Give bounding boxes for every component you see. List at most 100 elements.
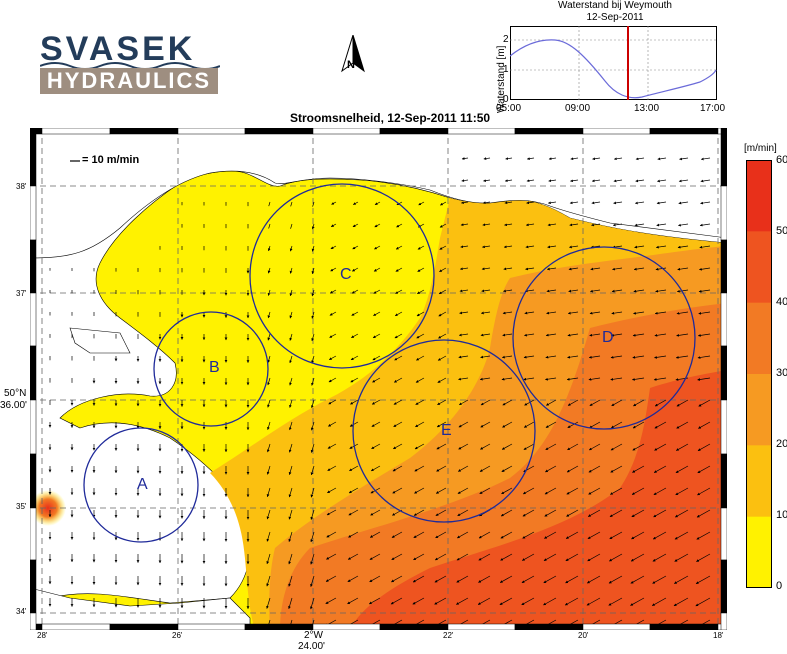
velocity-arrow	[500, 553, 513, 561]
velocity-arrow	[352, 223, 359, 228]
velocity-arrow	[311, 399, 315, 409]
velocity-arrow	[612, 267, 623, 271]
velocity-arrow	[634, 201, 645, 205]
frame-segment	[720, 399, 727, 455]
velocity-arrow	[417, 245, 425, 250]
velocity-arrow	[461, 201, 469, 205]
velocity-arrow	[652, 575, 667, 584]
velocity-arrow	[289, 311, 293, 319]
velocity-arrow	[501, 377, 513, 381]
velocity-arrow	[458, 377, 469, 381]
velocity-arrow	[675, 443, 689, 451]
velocity-arrow	[523, 377, 535, 381]
velocity-arrow	[544, 531, 557, 539]
frame-segment	[244, 128, 314, 135]
frame-segment	[41, 128, 111, 135]
velocity-arrow	[610, 487, 623, 495]
velocity-arrow	[676, 311, 689, 315]
velocity-arrow	[586, 597, 601, 606]
colorbar-label-50: 50	[776, 225, 787, 237]
velocity-arrow	[369, 575, 381, 583]
velocity-arrow	[565, 531, 579, 539]
velocity-arrow	[678, 201, 689, 205]
colorbar-band	[746, 302, 772, 375]
velocity-arrow	[330, 267, 337, 272]
velocity-arrow	[267, 333, 271, 341]
velocity-arrow	[499, 597, 513, 606]
lat-tick-34: 34'	[16, 607, 27, 616]
velocity-arrow	[567, 443, 579, 451]
velocity-arrow	[503, 245, 513, 249]
velocity-arrow	[524, 311, 535, 315]
velocity-arrow	[267, 377, 271, 386]
region-label-b: B	[209, 359, 220, 376]
frame-segment	[109, 623, 179, 630]
velocity-arrow	[631, 487, 645, 495]
velocity-arrow	[435, 487, 447, 494]
timeseries-plot	[510, 26, 717, 100]
velocity-arrow	[545, 465, 557, 473]
velocity-arrow	[268, 201, 271, 207]
frame-segment	[30, 345, 37, 401]
lon-tick-22: 22'	[443, 631, 454, 640]
velocity-arrow	[676, 421, 689, 429]
velocity-arrow	[610, 333, 623, 337]
frame-segment	[30, 239, 37, 294]
velocity-arrow	[461, 157, 469, 160]
velocity-arrow	[434, 553, 447, 561]
velocity-arrow	[504, 179, 513, 183]
velocity-arrow	[654, 443, 667, 451]
velocity-arrow	[503, 289, 513, 293]
velocity-arrow	[567, 421, 579, 428]
logo-text-hydraulics: HYDRAULICS	[40, 68, 218, 94]
velocity-arrow	[310, 509, 315, 520]
frame-segment	[30, 507, 37, 561]
velocity-arrow	[393, 421, 403, 427]
velocity-arrow	[352, 245, 359, 250]
velocity-arrow	[289, 399, 293, 408]
velocity-arrow	[456, 531, 469, 539]
velocity-arrow	[479, 465, 491, 472]
velocity-arrow	[652, 531, 667, 540]
velocity-arrow	[328, 399, 337, 405]
velocity-arrow	[392, 487, 403, 494]
region-circle-d	[512, 246, 696, 430]
velocity-arrow	[499, 575, 513, 583]
velocity-arrow	[631, 531, 645, 540]
frame-segment	[30, 612, 37, 630]
velocity-arrow	[568, 245, 579, 249]
region-circle-b	[153, 311, 269, 427]
velocity-arrow	[267, 399, 271, 408]
velocity-arrow	[288, 509, 293, 520]
velocity-arrow	[633, 289, 645, 293]
land-island	[69, 327, 131, 354]
velocity-arrow	[327, 421, 337, 427]
velocity-arrow	[392, 465, 403, 472]
colorbar-label-30: 30	[776, 367, 787, 379]
north-arrow-label: N	[347, 59, 355, 71]
velocity-arrow	[547, 201, 557, 205]
velocity-arrow	[311, 289, 315, 297]
velocity-arrow	[568, 289, 579, 293]
velocity-arrow	[655, 267, 667, 271]
velocity-arrow	[310, 553, 315, 565]
velocity-arrow	[312, 201, 315, 207]
velocity-arrow	[311, 223, 315, 230]
velocity-arrow	[654, 333, 667, 337]
velocity-arrow	[501, 487, 513, 495]
velocity-arrow	[613, 157, 623, 161]
velocity-arrow	[543, 553, 557, 561]
velocity-arrow	[611, 399, 623, 407]
velocity-arrow	[610, 465, 623, 473]
timeseries-subtitle: 12-Sep-2011	[586, 12, 644, 23]
velocity-arrow	[368, 597, 381, 605]
velocity-arrow	[502, 311, 513, 315]
velocity-arrow	[267, 355, 271, 363]
velocity-arrow	[501, 443, 513, 450]
velocity-arrow	[653, 377, 667, 381]
velocity-arrow	[673, 597, 689, 607]
velocity-arrow	[478, 553, 491, 561]
velocity-arrow	[589, 289, 601, 293]
frame-segment	[30, 128, 37, 187]
velocity-arrow	[394, 311, 403, 317]
